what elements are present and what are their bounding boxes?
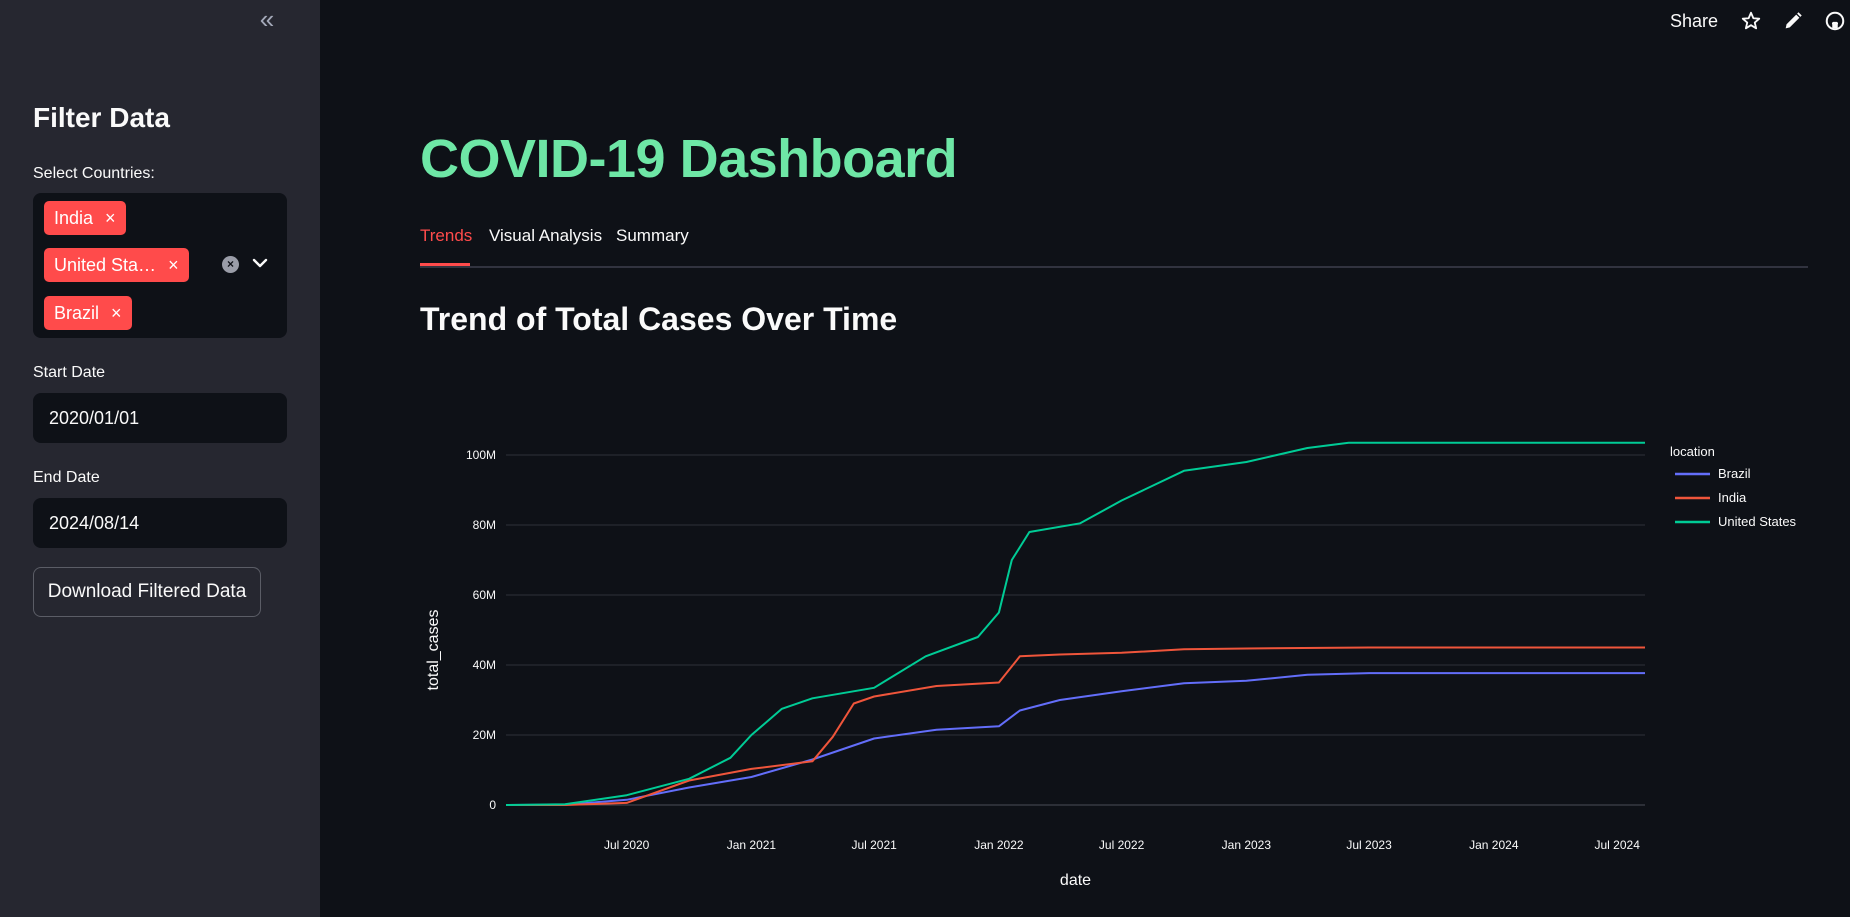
legend-title: location <box>1670 444 1715 459</box>
github-icon[interactable] <box>1824 10 1846 32</box>
end-date-input[interactable]: 2024/08/14 <box>33 498 287 548</box>
legend-item-label: Brazil <box>1718 466 1751 481</box>
y-tick-label: 20M <box>473 728 496 742</box>
remove-chip-icon[interactable]: × <box>105 208 116 228</box>
y-tick-label: 100M <box>466 448 496 462</box>
start-date-label: Start Date <box>33 364 106 381</box>
remove-chip-icon[interactable]: × <box>111 303 122 323</box>
sidebar: « Filter Data Select Countries: India × … <box>0 0 320 917</box>
remove-chip-icon[interactable]: × <box>168 255 179 275</box>
x-tick-label: Jul 2024 <box>1595 838 1641 852</box>
section-title: Trend of Total Cases Over Time <box>420 301 898 337</box>
country-chip: India × <box>44 201 126 235</box>
y-tick-label: 80M <box>473 518 496 532</box>
x-axis-title: date <box>1060 872 1091 889</box>
country-chip: Brazil × <box>44 296 132 330</box>
tab-bar: Trends Visual Analysis Summary <box>420 226 1808 268</box>
x-tick-label: Jan 2022 <box>974 838 1024 852</box>
active-tab-indicator <box>420 263 470 266</box>
series-line-brazil <box>505 672 1645 806</box>
legend-item-label: United States <box>1718 514 1797 529</box>
y-tick-label: 0 <box>489 798 496 812</box>
page-title: COVID-19 Dashboard <box>420 129 958 189</box>
share-button[interactable]: Share <box>1670 10 1719 31</box>
tab-trends[interactable]: Trends <box>420 226 473 245</box>
x-tick-label: Jan 2023 <box>1222 838 1272 852</box>
country-chip: United Sta… × <box>44 248 189 282</box>
y-tick-label: 40M <box>473 658 496 672</box>
country-chip-label: Brazil <box>54 303 100 323</box>
x-tick-label: Jul 2020 <box>604 838 650 852</box>
x-tick-label: Jul 2022 <box>1099 838 1145 852</box>
country-chip-label: United Sta… <box>54 255 157 275</box>
countries-multiselect[interactable]: India × United Sta… × Brazil × × <box>33 193 287 338</box>
clear-all-icon[interactable]: × <box>222 256 239 273</box>
y-axis-title: total_cases <box>425 610 442 691</box>
x-tick-label: Jan 2024 <box>1469 838 1519 852</box>
x-tick-label: Jul 2021 <box>851 838 897 852</box>
x-tick-label: Jul 2023 <box>1346 838 1392 852</box>
download-button[interactable]: Download Filtered Data <box>33 567 261 617</box>
total-cases-chart: 0 20M 40M 60M 80M 100M Jul 2020 Jan 2021 Jul 202… <box>425 441 1797 889</box>
x-tick-label: Jan 2021 <box>727 838 777 852</box>
star-icon[interactable] <box>1740 10 1762 32</box>
start-date-input[interactable]: 2020/01/01 <box>33 393 287 443</box>
series-line-united-states <box>505 441 1645 806</box>
tab-visual-analysis[interactable]: Visual Analysis <box>489 226 603 245</box>
double-chevron-left-icon[interactable]: « <box>259 4 275 34</box>
pencil-icon[interactable] <box>1782 10 1804 32</box>
series-line-india <box>506 646 1645 806</box>
y-tick-label: 60M <box>473 588 496 602</box>
end-date-label: End Date <box>33 469 100 486</box>
country-chip-label: India <box>54 208 94 228</box>
tab-summary[interactable]: Summary <box>616 226 689 245</box>
chevron-down-icon[interactable] <box>248 251 272 275</box>
header-actions: Share <box>1670 8 1850 34</box>
countries-label: Select Countries: <box>33 165 155 182</box>
sidebar-title: Filter Data <box>33 102 170 133</box>
legend-item-label: India <box>1718 490 1747 505</box>
